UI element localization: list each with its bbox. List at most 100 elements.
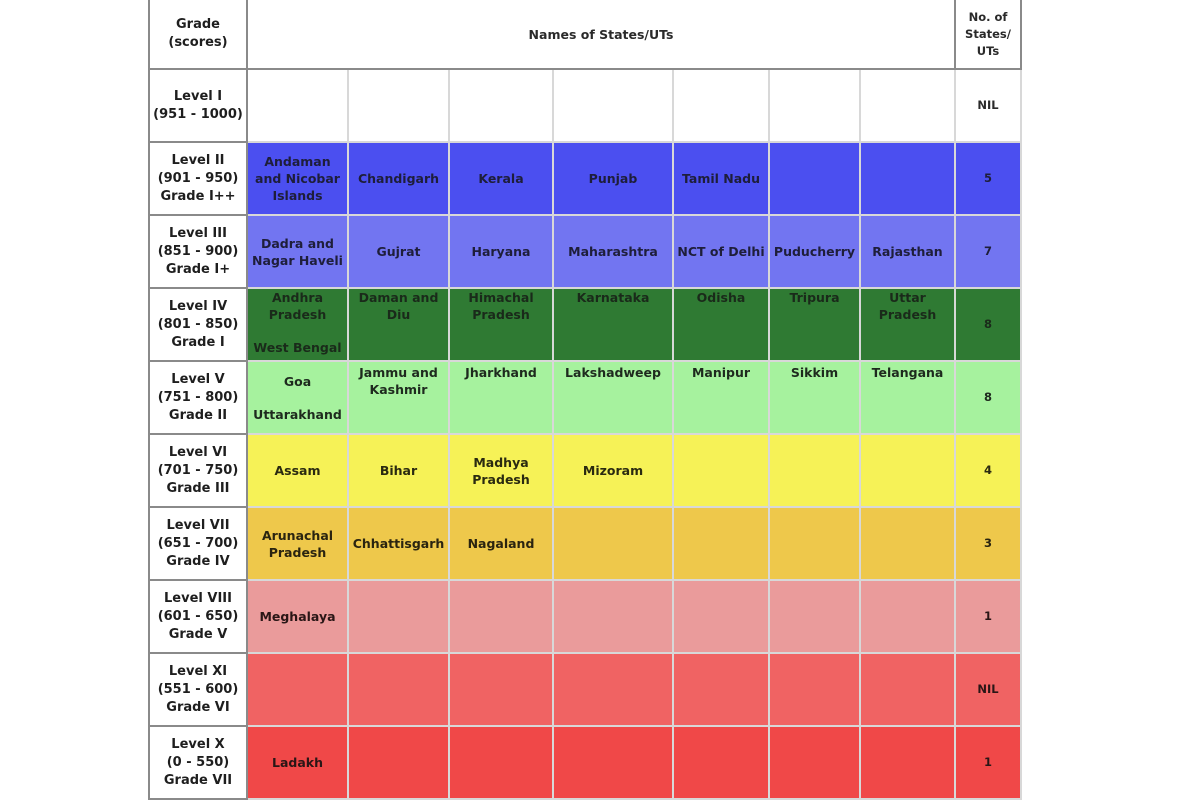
state-cell: Gujrat xyxy=(347,214,450,289)
state-cell: Jharkhand xyxy=(448,360,554,435)
state-cell: Meghalaya xyxy=(246,579,349,654)
count-cell: NIL xyxy=(954,652,1022,727)
count-cell: 8 xyxy=(954,360,1022,435)
grade-cell: Level XI (551 - 600) Grade VI xyxy=(148,652,248,727)
state-cell: Puducherry xyxy=(768,214,861,289)
state-cell-empty xyxy=(859,506,956,581)
state-cell: Chandigarh xyxy=(347,141,450,216)
state-cell-empty xyxy=(768,725,861,800)
state-cell: Uttar Pradesh xyxy=(859,287,956,362)
count-cell: 3 xyxy=(954,506,1022,581)
count-cell: 4 xyxy=(954,433,1022,508)
state-cell: Mizoram xyxy=(552,433,674,508)
state-cell-empty xyxy=(859,579,956,654)
state-cell: Chhattisgarh xyxy=(347,506,450,581)
count-cell: 8 xyxy=(954,287,1022,362)
state-cell: Tamil Nadu xyxy=(672,141,770,216)
state-cell: Punjab xyxy=(552,141,674,216)
state-cell: Lakshadweep xyxy=(552,360,674,435)
count-cell: 7 xyxy=(954,214,1022,289)
state-cell-empty xyxy=(347,725,450,800)
state-cell-empty xyxy=(859,141,956,216)
state-name: Andhra Pradesh xyxy=(268,290,327,322)
state-cell-empty xyxy=(859,433,956,508)
count-cell: NIL xyxy=(954,68,1022,143)
table-row-level-2: Level II (901 - 950) Grade I++ Andaman and… xyxy=(148,141,1022,216)
state-cell: Tripura xyxy=(768,287,861,362)
grade-cell: Level I (951 - 1000) xyxy=(148,68,248,143)
state-cell-empty xyxy=(768,506,861,581)
state-cell-empty xyxy=(859,725,956,800)
state-cell: Haryana xyxy=(448,214,554,289)
count-cell: 5 xyxy=(954,141,1022,216)
state-cell-empty xyxy=(347,68,450,143)
state-cell: Daman and Diu xyxy=(347,287,450,362)
state-cell: Manipur xyxy=(672,360,770,435)
state-cell: Madhya Pradesh xyxy=(448,433,554,508)
state-cell: Odisha xyxy=(672,287,770,362)
state-cell-empty xyxy=(768,433,861,508)
table-row-level-5: Level V (751 - 800) Grade II Goa Uttarakha… xyxy=(148,360,1022,435)
state-cell-empty xyxy=(448,579,554,654)
state-cell: Andaman and Nicobar Islands xyxy=(246,141,349,216)
state-cell-empty xyxy=(347,652,450,727)
grade-cell: Level IV (801 - 850) Grade I xyxy=(148,287,248,362)
state-cell-empty xyxy=(552,68,674,143)
grade-table-container: Grade (scores) Names of States/UTs No. of… xyxy=(148,0,1022,800)
state-cell: Assam xyxy=(246,433,349,508)
grade-cell: Level VII (651 - 700) Grade IV xyxy=(148,506,248,581)
state-cell-empty xyxy=(768,141,861,216)
grade-cell: Level X (0 - 550) Grade VII xyxy=(148,725,248,800)
state-cell-empty xyxy=(448,68,554,143)
state-cell: Arunachal Pradesh xyxy=(246,506,349,581)
state-cell-empty xyxy=(768,579,861,654)
state-cell: Telangana xyxy=(859,360,956,435)
state-cell: Maharashtra xyxy=(552,214,674,289)
state-name-extra: Uttarakhand xyxy=(253,406,342,422)
state-cell-empty xyxy=(672,652,770,727)
state-cell: Kerala xyxy=(448,141,554,216)
state-cell: Sikkim xyxy=(768,360,861,435)
state-cell-empty xyxy=(672,506,770,581)
count-cell: 1 xyxy=(954,579,1022,654)
state-cell: Himachal Pradesh xyxy=(448,287,554,362)
state-cell-empty xyxy=(552,506,674,581)
state-cell-empty xyxy=(347,579,450,654)
state-cell-empty xyxy=(859,652,956,727)
grade-cell: Level III (851 - 900) Grade I+ xyxy=(148,214,248,289)
table-row-level-3: Level III (851 - 900) Grade I+ Dadra and N… xyxy=(148,214,1022,289)
state-cell: Ladakh xyxy=(246,725,349,800)
table-row-level-10: Level X (0 - 550) Grade VII Ladakh 1 xyxy=(148,725,1022,800)
state-cell-empty xyxy=(448,652,554,727)
state-cell: Karnataka xyxy=(552,287,674,362)
grade-cell: Level II (901 - 950) Grade I++ xyxy=(148,141,248,216)
state-cell-empty xyxy=(246,652,349,727)
table-row-level-4: Level IV (801 - 850) Grade I Andhra Prades… xyxy=(148,287,1022,362)
grade-cell: Level VIII (601 - 650) Grade V xyxy=(148,579,248,654)
state-cell: Goa Uttarakhand xyxy=(246,360,349,435)
state-cell-empty xyxy=(768,652,861,727)
state-cell: Dadra and Nagar Haveli xyxy=(246,214,349,289)
grade-cell: Level V (751 - 800) Grade II xyxy=(148,360,248,435)
state-cell-empty xyxy=(552,579,674,654)
state-cell-empty xyxy=(448,725,554,800)
grade-table: Grade (scores) Names of States/UTs No. of… xyxy=(148,0,1022,800)
state-name: Goa xyxy=(283,373,312,389)
count-cell: 1 xyxy=(954,725,1022,800)
state-cell-empty xyxy=(672,725,770,800)
state-cell-empty xyxy=(672,579,770,654)
names-header: Names of States/UTs xyxy=(246,0,956,70)
state-cell-empty xyxy=(859,68,956,143)
grade-header: Grade (scores) xyxy=(148,0,248,70)
header-row: Grade (scores) Names of States/UTs No. of… xyxy=(148,0,1022,70)
grade-cell: Level VI (701 - 750) Grade III xyxy=(148,433,248,508)
table-row-level-6: Level VI (701 - 750) Grade III Assam Bihar… xyxy=(148,433,1022,508)
table-row-level-1: Level I (951 - 1000) NIL xyxy=(148,68,1022,143)
state-cell-empty xyxy=(672,68,770,143)
table-row-level-8: Level VIII (601 - 650) Grade V Meghalaya 1 xyxy=(148,579,1022,654)
state-cell-empty xyxy=(672,433,770,508)
state-cell: Nagaland xyxy=(448,506,554,581)
state-cell-empty xyxy=(552,652,674,727)
state-cell: Andhra Pradesh West Bengal xyxy=(246,287,349,362)
state-cell: Rajasthan xyxy=(859,214,956,289)
